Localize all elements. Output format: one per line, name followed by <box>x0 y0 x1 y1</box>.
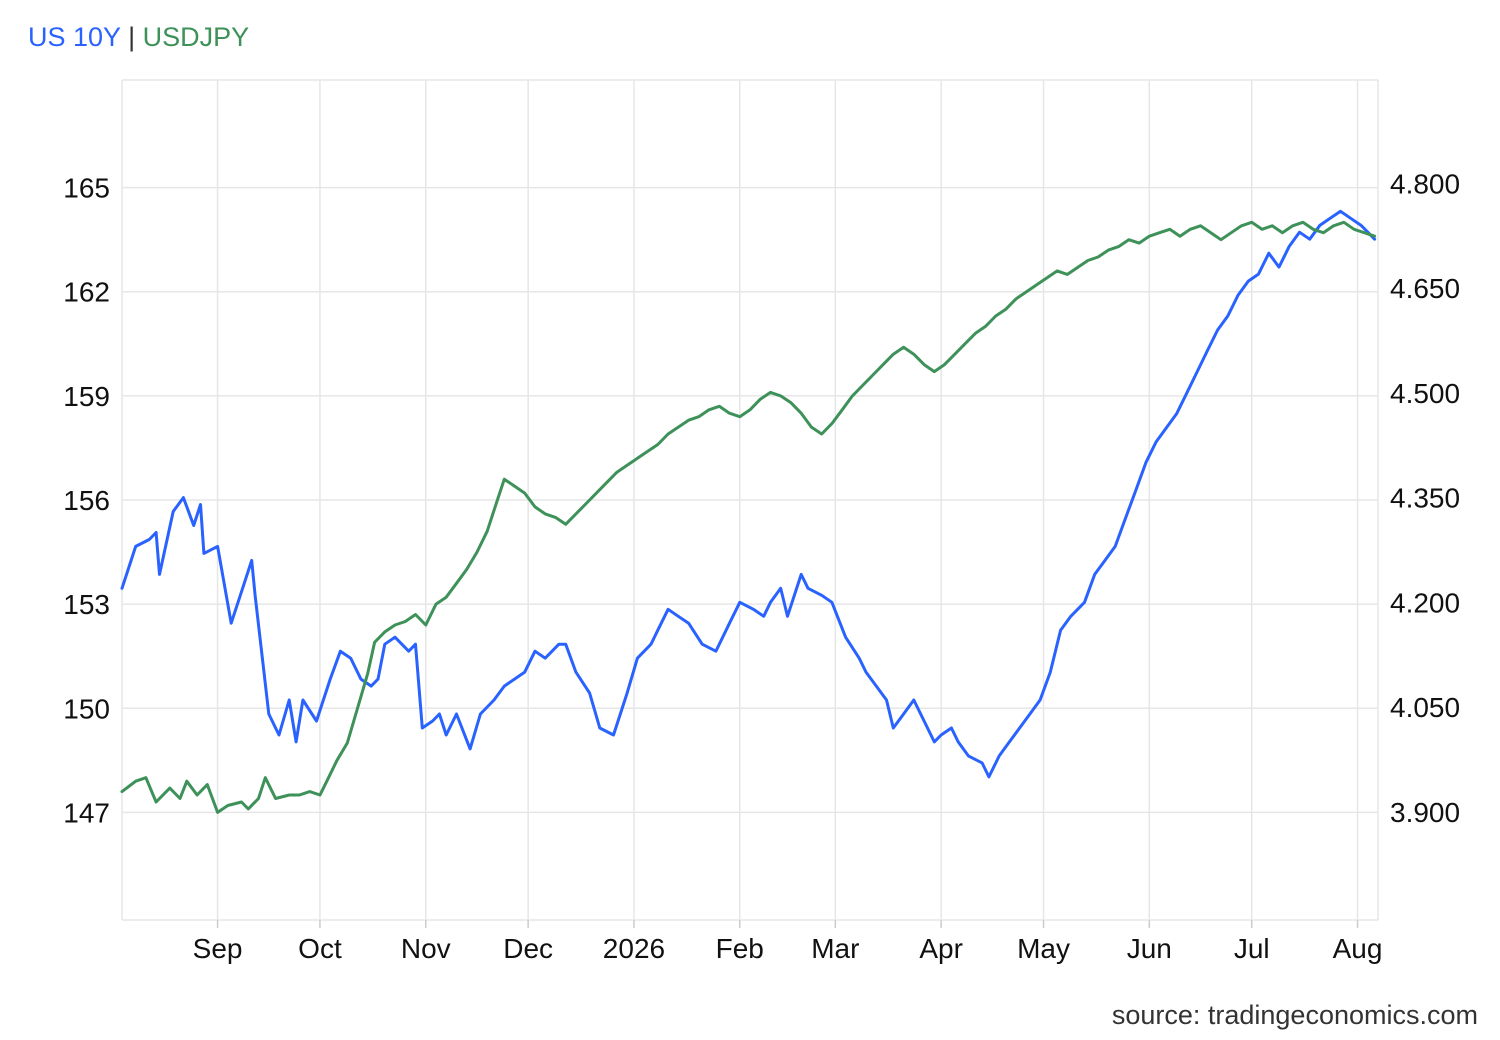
y-left-tick-label: 156 <box>63 485 110 516</box>
source-attribution: source: tradingeconomics.com <box>1111 1000 1478 1030</box>
x-tick-label: Jun <box>1127 933 1172 964</box>
x-tick-label: Nov <box>401 933 451 964</box>
x-tick-label: Dec <box>503 933 553 964</box>
y-right-tick-label: 4.200 <box>1390 587 1460 618</box>
y-right-tick-label: 4.050 <box>1390 692 1460 723</box>
chart-legend: US 10Y | USDJPY <box>28 22 249 53</box>
y-left-tick-label: 147 <box>63 797 110 828</box>
x-tick-label: Jul <box>1234 933 1270 964</box>
x-tick-label: May <box>1017 933 1070 964</box>
y-right-tick-label: 4.650 <box>1390 273 1460 304</box>
usdjpy-series-line <box>120 220 1377 814</box>
y-right-tick-label: 3.900 <box>1390 797 1460 828</box>
legend-us10y[interactable]: US 10Y <box>28 22 121 52</box>
y-right-tick-label: 4.800 <box>1390 168 1460 199</box>
x-tick-label: Oct <box>298 933 342 964</box>
x-tick-label: Mar <box>811 933 859 964</box>
legend-separator: | <box>128 22 136 52</box>
y-left-tick-label: 162 <box>63 277 110 308</box>
x-tick-label: Sep <box>193 933 243 964</box>
x-tick-label: 2026 <box>603 933 665 964</box>
legend-usdjpy[interactable]: USDJPY <box>142 22 250 52</box>
y-left-tick-label: 150 <box>63 693 110 724</box>
x-tick-label: Aug <box>1333 933 1383 964</box>
us10y-series-line <box>120 209 1377 779</box>
y-left-tick-label: 153 <box>63 589 110 620</box>
y-left-tick-label: 159 <box>63 381 110 412</box>
y-right-tick-label: 4.500 <box>1390 378 1460 409</box>
y-left-tick-label: 165 <box>63 173 110 204</box>
x-tick-label: Feb <box>716 933 764 964</box>
x-tick-label: Apr <box>919 933 963 964</box>
y-right-tick-label: 4.350 <box>1390 483 1460 514</box>
